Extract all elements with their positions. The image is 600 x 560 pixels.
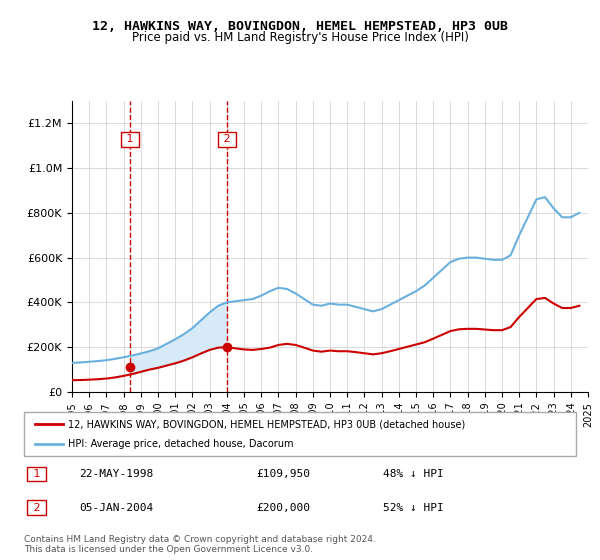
Text: HPI: Average price, detached house, Dacorum: HPI: Average price, detached house, Daco…: [68, 439, 293, 449]
Text: 12, HAWKINS WAY, BOVINGDON, HEMEL HEMPSTEAD, HP3 0UB (detached house): 12, HAWKINS WAY, BOVINGDON, HEMEL HEMPST…: [68, 419, 466, 429]
Text: Contains HM Land Registry data © Crown copyright and database right 2024.
This d: Contains HM Land Registry data © Crown c…: [24, 535, 376, 554]
FancyBboxPatch shape: [24, 412, 576, 456]
Text: £109,950: £109,950: [256, 469, 310, 479]
Text: £200,000: £200,000: [256, 502, 310, 512]
Text: 2: 2: [220, 134, 234, 144]
Text: Price paid vs. HM Land Registry's House Price Index (HPI): Price paid vs. HM Land Registry's House …: [131, 31, 469, 44]
Text: 52% ↓ HPI: 52% ↓ HPI: [383, 502, 443, 512]
Text: 1: 1: [29, 469, 44, 479]
Text: 1: 1: [123, 134, 137, 144]
Text: 48% ↓ HPI: 48% ↓ HPI: [383, 469, 443, 479]
Text: 22-MAY-1998: 22-MAY-1998: [79, 469, 154, 479]
Text: 05-JAN-2004: 05-JAN-2004: [79, 502, 154, 512]
Text: 12, HAWKINS WAY, BOVINGDON, HEMEL HEMPSTEAD, HP3 0UB: 12, HAWKINS WAY, BOVINGDON, HEMEL HEMPST…: [92, 20, 508, 32]
Text: 2: 2: [29, 502, 44, 512]
